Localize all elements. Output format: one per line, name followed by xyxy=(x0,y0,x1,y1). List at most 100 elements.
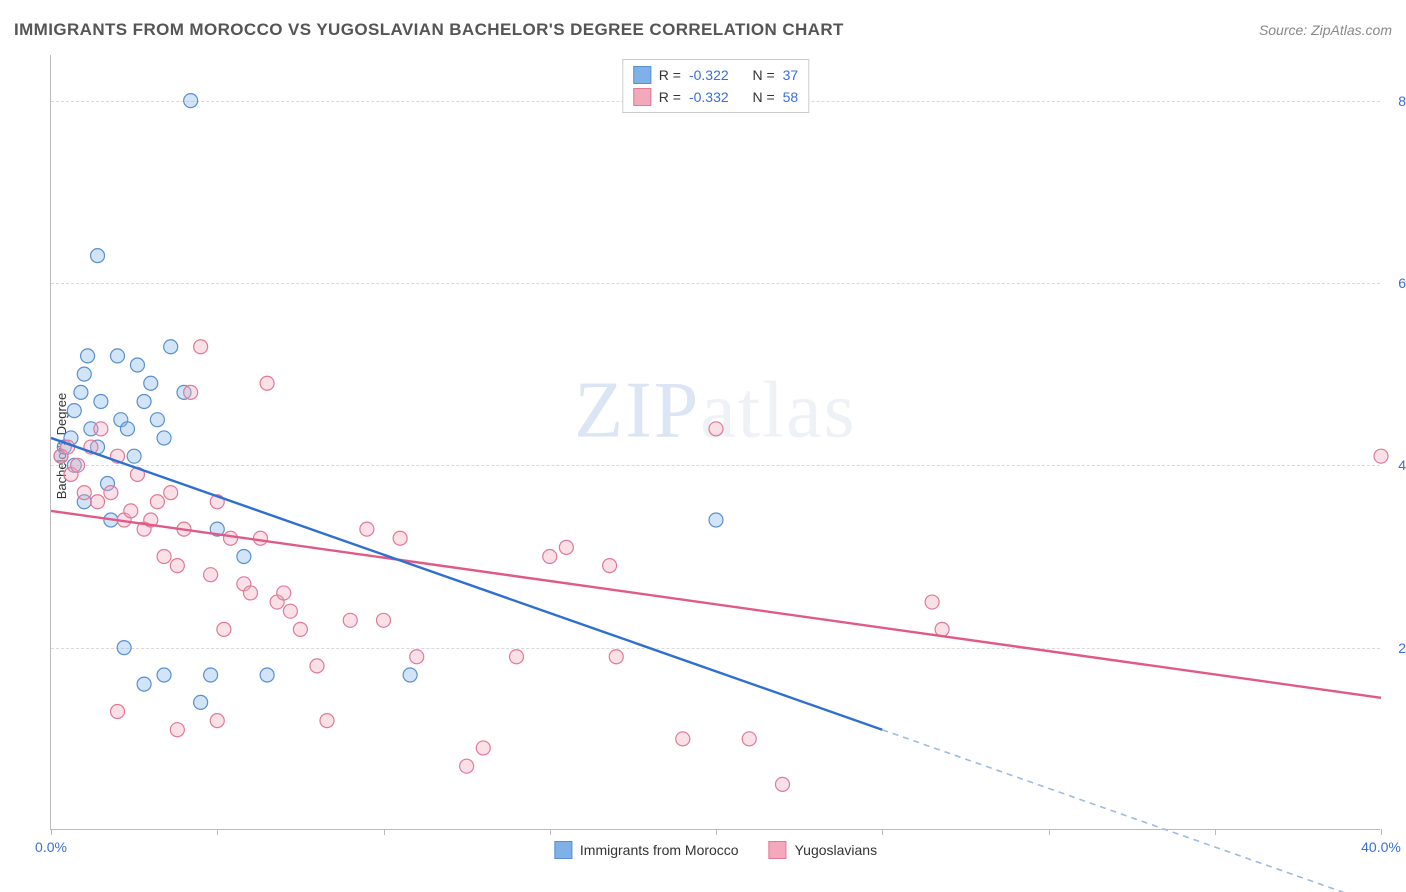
x-tick-label: 0.0% xyxy=(35,839,67,855)
data-point xyxy=(204,668,218,682)
data-point xyxy=(377,613,391,627)
swatch-morocco xyxy=(633,66,651,84)
data-point xyxy=(77,367,91,381)
legend-item-morocco: Immigrants from Morocco xyxy=(554,841,739,859)
y-tick-label: 40.0% xyxy=(1386,457,1406,473)
chart-title: IMMIGRANTS FROM MOROCCO VS YUGOSLAVIAN B… xyxy=(14,20,844,40)
data-point xyxy=(559,540,573,554)
data-point xyxy=(676,732,690,746)
data-point xyxy=(1374,449,1388,463)
data-point xyxy=(111,349,125,363)
data-point xyxy=(460,759,474,773)
data-point xyxy=(260,376,274,390)
data-point xyxy=(94,394,108,408)
data-point xyxy=(157,431,171,445)
data-point xyxy=(310,659,324,673)
data-point xyxy=(210,714,224,728)
data-point xyxy=(603,559,617,573)
data-point xyxy=(293,622,307,636)
n-prefix: N = xyxy=(752,67,774,83)
data-point xyxy=(137,677,151,691)
data-point xyxy=(77,486,91,500)
x-tick xyxy=(217,829,218,835)
x-tick xyxy=(1049,829,1050,835)
data-point xyxy=(150,495,164,509)
swatch-morocco xyxy=(554,841,572,859)
legend-label-morocco: Immigrants from Morocco xyxy=(580,842,739,858)
trend-line xyxy=(882,730,1348,892)
data-point xyxy=(184,94,198,108)
trend-line xyxy=(51,511,1381,698)
data-point xyxy=(224,531,238,545)
data-point xyxy=(130,358,144,372)
legend-label-yugoslavians: Yugoslavians xyxy=(795,842,878,858)
legend-item-yugoslavians: Yugoslavians xyxy=(769,841,878,859)
data-point xyxy=(144,376,158,390)
series-legend: Immigrants from Morocco Yugoslavians xyxy=(554,841,877,859)
data-point xyxy=(543,549,557,563)
data-point xyxy=(320,714,334,728)
x-tick xyxy=(550,829,551,835)
data-point xyxy=(120,422,134,436)
chart-source: Source: ZipAtlas.com xyxy=(1259,22,1392,38)
chart-header: IMMIGRANTS FROM MOROCCO VS YUGOSLAVIAN B… xyxy=(14,20,1392,40)
swatch-yugoslavians xyxy=(769,841,787,859)
data-point xyxy=(476,741,490,755)
x-tick xyxy=(1381,829,1382,835)
data-point xyxy=(104,486,118,500)
y-tick-label: 20.0% xyxy=(1386,640,1406,656)
data-point xyxy=(217,622,231,636)
data-point xyxy=(184,385,198,399)
data-point xyxy=(343,613,357,627)
data-point xyxy=(204,568,218,582)
data-point xyxy=(776,777,790,791)
data-point xyxy=(237,549,251,563)
y-tick-label: 60.0% xyxy=(1386,275,1406,291)
data-point xyxy=(170,723,184,737)
x-tick xyxy=(716,829,717,835)
data-point xyxy=(164,340,178,354)
correlation-row-2: R = -0.332 N = 58 xyxy=(633,86,798,108)
data-point xyxy=(403,668,417,682)
r-prefix: R = xyxy=(659,89,681,105)
correlation-legend: R = -0.322 N = 37 R = -0.332 N = 58 xyxy=(622,59,809,113)
swatch-yugoslavians xyxy=(633,88,651,106)
data-point xyxy=(410,650,424,664)
data-point xyxy=(150,413,164,427)
data-point xyxy=(194,695,208,709)
data-point xyxy=(164,486,178,500)
data-point xyxy=(170,559,184,573)
trend-line xyxy=(51,438,882,730)
x-tick xyxy=(51,829,52,835)
plot-area: ZIPatlas 20.0%40.0%60.0%80.0% 0.0%40.0% … xyxy=(50,55,1380,830)
data-point xyxy=(91,249,105,263)
n-prefix: N = xyxy=(752,89,774,105)
data-point xyxy=(127,449,141,463)
data-point xyxy=(137,394,151,408)
data-point xyxy=(111,704,125,718)
data-point xyxy=(81,349,95,363)
r-value-morocco: -0.322 xyxy=(689,67,729,83)
chart-svg xyxy=(51,55,1380,829)
x-tick-label: 40.0% xyxy=(1361,839,1401,855)
data-point xyxy=(244,586,258,600)
data-point xyxy=(91,495,105,509)
data-point xyxy=(117,641,131,655)
y-tick-label: 80.0% xyxy=(1386,93,1406,109)
data-point xyxy=(609,650,623,664)
x-tick xyxy=(1215,829,1216,835)
data-point xyxy=(74,385,88,399)
data-point xyxy=(360,522,374,536)
data-point xyxy=(393,531,407,545)
data-point xyxy=(94,422,108,436)
data-point xyxy=(71,458,85,472)
r-value-yugoslavians: -0.332 xyxy=(689,89,729,105)
data-point xyxy=(709,422,723,436)
n-value-yugoslavians: 58 xyxy=(783,89,799,105)
data-point xyxy=(260,668,274,682)
r-prefix: R = xyxy=(659,67,681,83)
data-point xyxy=(277,586,291,600)
x-tick xyxy=(882,829,883,835)
data-point xyxy=(157,549,171,563)
correlation-row-1: R = -0.322 N = 37 xyxy=(633,64,798,86)
